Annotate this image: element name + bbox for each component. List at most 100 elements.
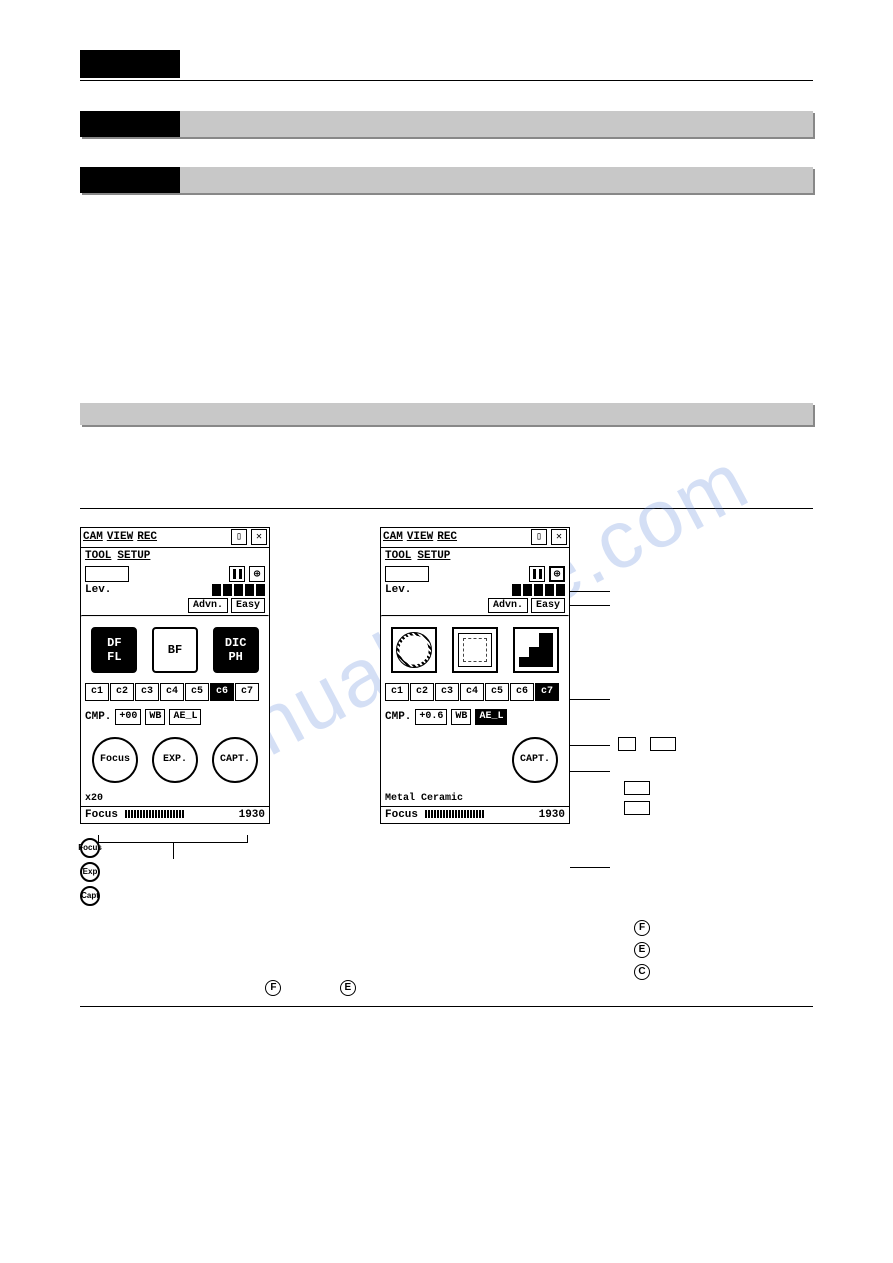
pause-icon[interactable] <box>229 566 245 582</box>
menu-setup[interactable]: SETUP <box>117 550 150 562</box>
callout-box-1 <box>618 737 636 751</box>
callout-box-2 <box>650 737 676 751</box>
window-icon-r[interactable]: ▯ <box>531 529 547 545</box>
c4-r[interactable]: c4 <box>460 683 484 701</box>
section-bar-2 <box>80 167 813 193</box>
method-buttons: DFFL BF DICPH <box>81 617 269 679</box>
wb-r[interactable]: WB <box>451 709 471 725</box>
menubar-2: TOOL SETUP <box>81 548 269 564</box>
status-text-r: Metal Ceramic <box>381 791 569 806</box>
zoom-icon-r[interactable]: ⊕ <box>549 566 565 582</box>
tab-easy[interactable]: Easy <box>231 598 265 613</box>
capt-button-r[interactable]: CAPT. <box>512 737 558 783</box>
mode-box-r[interactable] <box>385 566 429 582</box>
circled-c: C <box>634 964 650 980</box>
lev-label: Lev. <box>85 584 111 596</box>
level-indicator-r <box>512 584 565 596</box>
close-icon-r[interactable]: ✕ <box>551 529 567 545</box>
tab-advn[interactable]: Advn. <box>188 598 228 613</box>
callout-box-4 <box>624 801 650 815</box>
body-para-2 <box>80 239 813 257</box>
sample-step[interactable] <box>513 627 559 673</box>
menu-view[interactable]: VIEW <box>107 531 133 543</box>
c2-button[interactable]: c2 <box>110 683 134 701</box>
zoom-icon[interactable]: ⊕ <box>249 566 265 582</box>
cmp-label: CMP. <box>85 711 111 723</box>
c1-r[interactable]: c1 <box>385 683 409 701</box>
tab-advn-r[interactable]: Advn. <box>488 598 528 613</box>
c3-r[interactable]: c3 <box>435 683 459 701</box>
lev-label-r: Lev. <box>385 584 411 596</box>
menu-rec[interactable]: REC <box>137 531 157 543</box>
body-para-6 <box>80 365 813 383</box>
callout-box-3 <box>624 781 650 795</box>
ael-r[interactable]: AE_L <box>475 709 507 725</box>
method-dffl[interactable]: DFFL <box>91 627 137 673</box>
c5-r[interactable]: c5 <box>485 683 509 701</box>
tab-easy-r[interactable]: Easy <box>531 598 565 613</box>
callout-line-1 <box>570 591 610 592</box>
menu-setup-r[interactable]: SETUP <box>417 550 450 562</box>
c5-button[interactable]: c5 <box>185 683 209 701</box>
c2-r[interactable]: c2 <box>410 683 434 701</box>
capt-button[interactable]: CAPT. <box>212 737 258 783</box>
method-bf[interactable]: BF <box>152 627 198 673</box>
level-indicator <box>212 584 265 596</box>
menu-cam[interactable]: CAM <box>83 531 103 543</box>
menu-tool-r[interactable]: TOOL <box>385 550 411 562</box>
callout-line-4 <box>570 745 610 746</box>
status-text: x20 <box>81 791 269 806</box>
menubar: CAM VIEW REC ▯ ✕ <box>81 528 269 548</box>
header-block <box>80 50 180 78</box>
exp-button[interactable]: EXP. <box>152 737 198 783</box>
section-num-1 <box>80 111 180 137</box>
c7-button[interactable]: c7 <box>235 683 259 701</box>
circled-e: E <box>634 942 650 958</box>
controller-panel-left: CAM VIEW REC ▯ ✕ TOOL SETUP ⊕ Lev. <box>80 527 270 824</box>
sub-section-bar <box>80 403 813 425</box>
c-button-row: c1 c2 c3 c4 c5 c6 c7 <box>81 679 269 705</box>
section-bar-1 <box>80 111 813 137</box>
c1-button[interactable]: c1 <box>85 683 109 701</box>
big-buttons: Focus EXP. CAPT. <box>81 729 269 791</box>
callout-line-3 <box>570 699 610 700</box>
window-icon[interactable]: ▯ <box>231 529 247 545</box>
cmp-value[interactable]: +00 <box>115 709 141 725</box>
small-exp-icon: Exp <box>80 862 100 882</box>
sample-wafer[interactable] <box>391 627 437 673</box>
menu-view-r[interactable]: VIEW <box>407 531 433 543</box>
close-icon[interactable]: ✕ <box>251 529 267 545</box>
divider-2 <box>80 1006 813 1007</box>
sample-flat[interactable] <box>452 627 498 673</box>
circled-f: F <box>634 920 650 936</box>
divider-1 <box>80 508 813 509</box>
c6-r[interactable]: c6 <box>510 683 534 701</box>
menu-rec-r[interactable]: REC <box>437 531 457 543</box>
c6-button[interactable]: c6 <box>210 683 234 701</box>
pause-icon-r[interactable] <box>529 566 545 582</box>
small-capt-icon: Capt <box>80 886 100 906</box>
header-rule <box>80 80 813 81</box>
focus-button[interactable]: Focus <box>92 737 138 783</box>
callout-line-5 <box>570 771 610 772</box>
callout-line-6 <box>570 867 610 868</box>
mode-box[interactable] <box>85 566 129 582</box>
inline-circled-e: E <box>340 980 356 996</box>
callout-line-2 <box>570 605 610 606</box>
ael-button[interactable]: AE_L <box>169 709 201 725</box>
body-para-4 <box>80 302 813 320</box>
body-para-8 <box>80 470 813 488</box>
section-title-2 <box>180 167 813 193</box>
c3-button[interactable]: c3 <box>135 683 159 701</box>
body-para-1 <box>80 207 813 225</box>
cmp-value-r[interactable]: +0.6 <box>415 709 447 725</box>
c7-r[interactable]: c7 <box>535 683 559 701</box>
c4-button[interactable]: c4 <box>160 683 184 701</box>
focus-bar-row: Focus 1930 <box>81 806 269 823</box>
brace-stem <box>173 843 174 859</box>
method-dicph[interactable]: DICPH <box>213 627 259 673</box>
menu-cam-r[interactable]: CAM <box>383 531 403 543</box>
menu-tool[interactable]: TOOL <box>85 550 111 562</box>
wb-button[interactable]: WB <box>145 709 165 725</box>
section-title-1 <box>180 111 813 137</box>
